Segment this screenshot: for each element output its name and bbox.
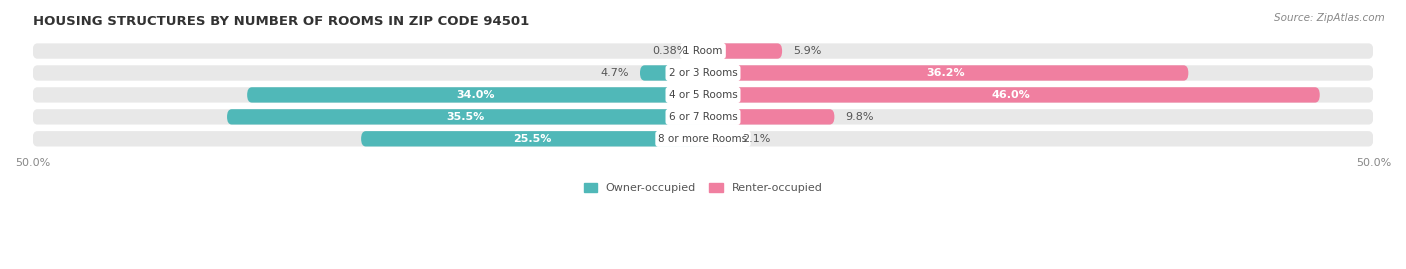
FancyBboxPatch shape <box>32 109 1374 125</box>
Text: 2.1%: 2.1% <box>742 134 770 144</box>
FancyBboxPatch shape <box>703 43 782 59</box>
FancyBboxPatch shape <box>226 109 703 125</box>
FancyBboxPatch shape <box>32 65 1374 81</box>
Text: 4.7%: 4.7% <box>600 68 630 78</box>
FancyBboxPatch shape <box>703 65 1188 81</box>
FancyBboxPatch shape <box>32 43 1374 59</box>
Legend: Owner-occupied, Renter-occupied: Owner-occupied, Renter-occupied <box>579 178 827 197</box>
Text: 0.38%: 0.38% <box>652 46 688 56</box>
FancyBboxPatch shape <box>697 43 703 59</box>
Text: 35.5%: 35.5% <box>446 112 484 122</box>
Text: 6 or 7 Rooms: 6 or 7 Rooms <box>669 112 737 122</box>
Text: 46.0%: 46.0% <box>993 90 1031 100</box>
FancyBboxPatch shape <box>32 131 1374 147</box>
Text: 9.8%: 9.8% <box>845 112 873 122</box>
FancyBboxPatch shape <box>703 87 1320 102</box>
Text: HOUSING STRUCTURES BY NUMBER OF ROOMS IN ZIP CODE 94501: HOUSING STRUCTURES BY NUMBER OF ROOMS IN… <box>32 15 529 28</box>
Text: 1 Room: 1 Room <box>683 46 723 56</box>
Text: Source: ZipAtlas.com: Source: ZipAtlas.com <box>1274 13 1385 23</box>
Text: 8 or more Rooms: 8 or more Rooms <box>658 134 748 144</box>
FancyBboxPatch shape <box>32 87 1374 102</box>
Text: 5.9%: 5.9% <box>793 46 821 56</box>
Text: 4 or 5 Rooms: 4 or 5 Rooms <box>669 90 737 100</box>
Text: 36.2%: 36.2% <box>927 68 965 78</box>
FancyBboxPatch shape <box>247 87 703 102</box>
FancyBboxPatch shape <box>361 131 703 147</box>
Text: 2 or 3 Rooms: 2 or 3 Rooms <box>669 68 737 78</box>
Text: 34.0%: 34.0% <box>456 90 495 100</box>
FancyBboxPatch shape <box>640 65 703 81</box>
FancyBboxPatch shape <box>703 131 731 147</box>
Text: 25.5%: 25.5% <box>513 134 551 144</box>
FancyBboxPatch shape <box>703 109 834 125</box>
